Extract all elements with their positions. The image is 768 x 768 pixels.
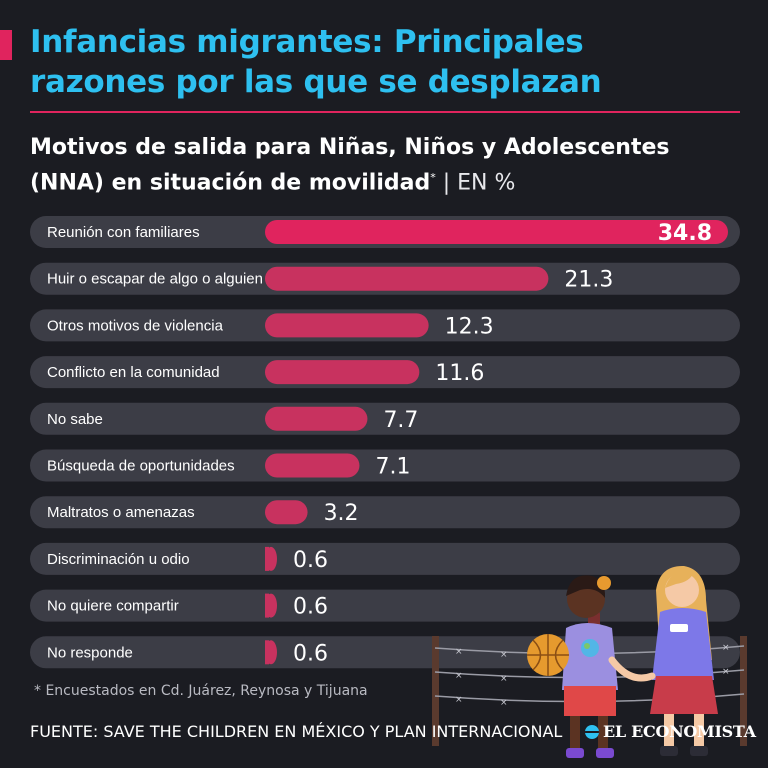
svg-text:×: × — [500, 698, 508, 708]
bar-1 — [265, 220, 728, 244]
category-label-5: No sabe — [47, 411, 103, 428]
value-label-6: 7.1 — [375, 455, 410, 480]
bar-3 — [265, 313, 429, 338]
subtitle-footnote-mark: * — [430, 171, 436, 184]
title-line-1: Infancias migrantes: Principales — [30, 24, 584, 60]
svg-text:×: × — [722, 643, 730, 653]
brand-name: EL ECONOMISTA — [603, 722, 756, 741]
value-label-1: 34.8 — [658, 221, 712, 246]
value-label-5: 7.7 — [383, 408, 418, 433]
title-divider — [30, 111, 740, 113]
bar-edge-10 — [265, 640, 269, 665]
category-label-8: Discriminación u odio — [47, 551, 190, 568]
survey-footnote: * Encuestados en Cd. Juárez, Reynosa y T… — [34, 683, 368, 699]
bar-7 — [265, 500, 308, 525]
category-label-10: No responde — [47, 644, 133, 661]
chart-subtitle: Motivos de salida para Niñas, Niños y Ad… — [30, 133, 750, 198]
value-label-2: 21.3 — [564, 268, 613, 293]
subtitle-line-1: Motivos de salida para Niñas, Niños y Ad… — [30, 135, 670, 160]
source-credit: FUENTE: SAVE THE CHILDREN EN MÉXICO Y PL… — [30, 722, 563, 741]
subtitle-unit: | EN % — [435, 170, 516, 196]
category-label-6: Búsqueda de oportunidades — [47, 458, 235, 475]
category-label-2: Huir o escapar de algo o alguien — [47, 271, 263, 288]
bar-track-9 — [30, 589, 740, 622]
title-accent-bar — [0, 30, 12, 60]
value-label-3: 12.3 — [445, 314, 494, 339]
bar-track-5 — [30, 402, 740, 435]
bar-edge-9 — [265, 593, 269, 618]
value-label-10: 0.6 — [293, 641, 328, 666]
bar-track-8 — [30, 542, 740, 575]
value-label-9: 0.6 — [293, 595, 328, 620]
bar-5 — [265, 406, 368, 431]
bar-track-7 — [30, 496, 740, 529]
category-label-7: Maltratos o amenazas — [47, 504, 195, 521]
svg-text:×: × — [722, 667, 730, 677]
svg-text:×: × — [455, 647, 463, 657]
value-label-8: 0.6 — [293, 548, 328, 573]
brand-logo: EL ECONOMISTA — [585, 722, 756, 741]
page-title: Infancias migrantes: Principales razones… — [30, 22, 730, 102]
subtitle-line-2: (NNA) en situación de movilidad — [30, 170, 431, 196]
bar-6 — [265, 453, 360, 478]
svg-text:×: × — [500, 650, 508, 660]
brand-mark-icon — [585, 724, 599, 739]
bar-track-6 — [30, 449, 740, 482]
category-label-4: Conflicto en la comunidad — [47, 364, 220, 381]
svg-text:×: × — [500, 674, 508, 684]
category-label-9: No quiere compartir — [47, 598, 179, 615]
category-label-3: Otros motivos de violencia — [47, 317, 224, 334]
value-label-7: 3.2 — [324, 501, 359, 526]
svg-text:×: × — [455, 671, 463, 681]
bar-2 — [265, 266, 549, 291]
value-label-4: 11.6 — [435, 361, 484, 386]
category-label-1: Reunión con familiares — [47, 224, 200, 241]
bar-4 — [265, 360, 420, 385]
svg-text:×: × — [455, 695, 463, 705]
title-line-2: razones por las que se desplazan — [30, 64, 602, 100]
bar-edge-8 — [265, 546, 269, 571]
